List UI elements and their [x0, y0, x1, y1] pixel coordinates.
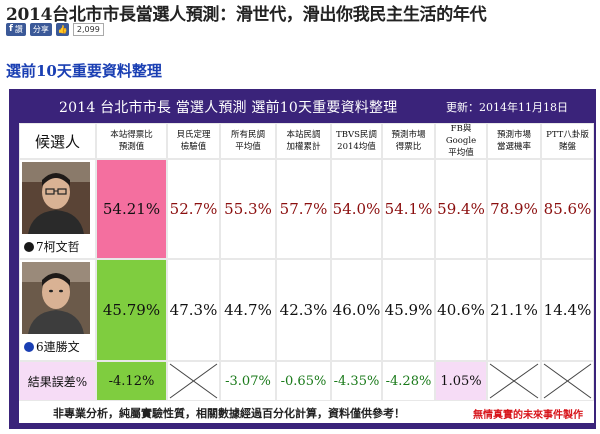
error-value: -4.12%: [97, 362, 166, 400]
value-cell: 40.6%: [436, 260, 486, 360]
column-header-line2: 加權累計: [286, 142, 321, 152]
candidate-header: 候選人: [20, 124, 95, 158]
column-header-line1: 預測市場: [391, 130, 426, 140]
share-button[interactable]: 分享: [29, 22, 52, 36]
value-cell: 85.6%: [542, 160, 593, 258]
cross-mark-icon: [489, 363, 539, 399]
page-title: 2014台北市市長當選人預測：滑世代，滑出你我民主生活的年代: [6, 5, 487, 25]
column-header-line2: 當選機率: [496, 142, 531, 152]
table-title: 2014 台北市市長 當選人預測 選前10天重要資料整理: [59, 100, 398, 116]
prediction-table: 2014 台北市市長 當選人預測 選前10天重要資料整理 更新：2014年11月…: [9, 89, 596, 429]
column-header-line2: 平均值: [448, 148, 474, 158]
column-header: 本站得票比 預測值: [97, 124, 166, 158]
share-row: f 讚 分享 👍 2,099: [6, 22, 104, 36]
value-cell: 46.0%: [332, 260, 381, 360]
value-cell: 44.7%: [221, 260, 275, 360]
column-header-line1: FB與Google: [445, 124, 477, 146]
column-header: TBVS民調 2014均值: [332, 124, 381, 158]
column-header: 本站民調 加權累計: [277, 124, 330, 158]
fb-like-label: 讚: [14, 24, 23, 34]
value-cell: 52.7%: [168, 160, 219, 258]
column-header-line2: 預測值: [118, 142, 145, 152]
column-header: 預測市場 得票比: [383, 124, 434, 158]
column-header-line2: 2014均值: [337, 142, 376, 152]
column-header-line1: PTT八卦版: [546, 130, 589, 140]
column-header-line2: 檢驗值: [180, 142, 207, 152]
error-row-label: 結果誤差%: [20, 362, 95, 400]
party-emblem-icon: [24, 241, 34, 252]
fb-like-button[interactable]: f 讚: [6, 22, 26, 36]
value-cell: 59.4%: [436, 160, 486, 258]
footer-credit: 無情真實的未來事件製作: [473, 410, 583, 421]
column-header: PTT八卦版 賭盤: [542, 124, 593, 158]
column-header-line2: 賭盤: [558, 142, 576, 152]
cross-mark-icon: [543, 363, 592, 399]
candidate-cell: 6連勝文: [20, 260, 95, 360]
table-footer: 非專業分析，純屬實驗性質，相關數據經過百分化計算，資料僅供參考！ 無情真實的未來…: [19, 401, 594, 423]
data-grid: 候選人 本站得票比 預測值 貝氏定理 檢驗值 所有民調 平均值 本站民調 加權累計 TBVS民調 2…: [19, 123, 594, 401]
column-header-line1: TBVS民調: [336, 130, 377, 140]
empty-cell: [488, 362, 540, 400]
update-date: 更新：2014年11月18日: [446, 101, 568, 114]
party-emblem-icon: [24, 341, 34, 352]
column-header: 預測市場 當選機率: [488, 124, 540, 158]
empty-cell: [168, 362, 219, 400]
value-cell: 78.9%: [488, 160, 540, 258]
error-value: 1.05%: [436, 362, 486, 400]
column-header-line1: 貝氏定理: [176, 130, 211, 140]
section-heading: 選前10天重要資料整理: [6, 62, 162, 80]
candidate-photo: [22, 262, 90, 334]
candidate-cell: 7柯文哲: [20, 160, 95, 258]
value-cell: 54.21%: [97, 160, 166, 258]
error-value: -3.07%: [221, 362, 275, 400]
error-value: -0.65%: [277, 362, 330, 400]
candidate-name-text: 7柯文哲: [36, 240, 80, 254]
value-cell: 14.4%: [542, 260, 593, 360]
candidate-name: 6連勝文: [24, 338, 80, 355]
error-value: -4.28%: [383, 362, 434, 400]
facebook-icon: f: [9, 24, 13, 34]
error-value: -4.35%: [332, 362, 381, 400]
thumbs-up-icon[interactable]: 👍: [55, 22, 69, 36]
footer-note: 非專業分析，純屬實驗性質，相關數據經過百分化計算，資料僅供參考！: [53, 407, 405, 420]
share-count: 2,099: [72, 22, 104, 36]
column-header-line2: 得票比: [395, 142, 422, 152]
candidate-name-text: 6連勝文: [36, 340, 80, 354]
cross-mark-icon: [169, 363, 218, 399]
candidate-name: 7柯文哲: [24, 238, 80, 255]
column-header-line1: 本站民調: [286, 130, 321, 140]
column-header-line1: 本站得票比: [110, 130, 153, 140]
value-cell: 45.9%: [383, 260, 434, 360]
share-label: 分享: [32, 24, 49, 34]
value-cell: 57.7%: [277, 160, 330, 258]
value-cell: 47.3%: [168, 260, 219, 360]
column-header: FB與Google 平均值: [436, 124, 486, 158]
value-cell: 21.1%: [488, 260, 540, 360]
empty-cell: [542, 362, 593, 400]
value-cell: 42.3%: [277, 260, 330, 360]
value-cell: 54.0%: [332, 160, 381, 258]
table-header-bar: 2014 台北市市長 當選人預測 選前10天重要資料整理 更新：2014年11月…: [9, 89, 596, 123]
column-header-line1: 所有民調: [230, 130, 265, 140]
column-header: 所有民調 平均值: [221, 124, 275, 158]
value-cell: 55.3%: [221, 160, 275, 258]
value-cell: 45.79%: [97, 260, 166, 360]
column-header-line1: 預測市場: [496, 130, 531, 140]
value-cell: 54.1%: [383, 160, 434, 258]
column-header: 貝氏定理 檢驗值: [168, 124, 219, 158]
column-header-line2: 平均值: [235, 142, 261, 152]
candidate-photo: [22, 162, 90, 234]
